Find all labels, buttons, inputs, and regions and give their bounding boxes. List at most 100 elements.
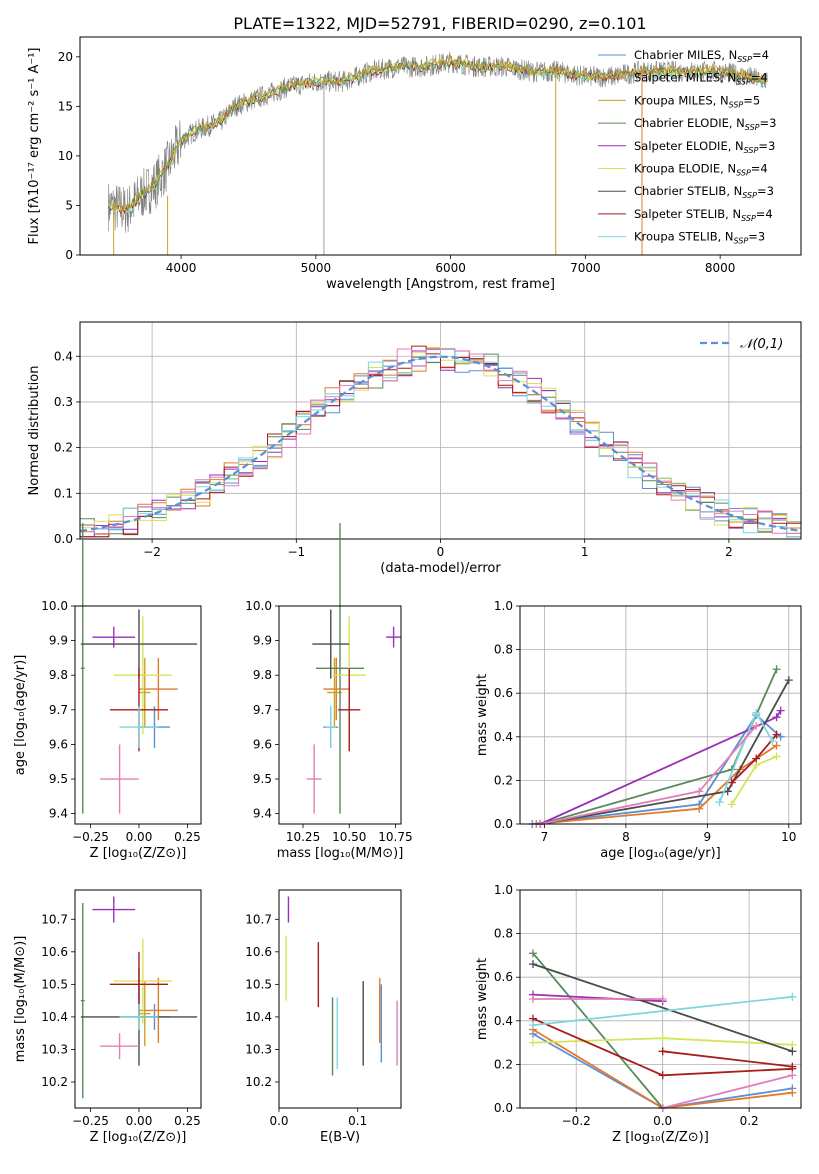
mass-vs-extinction-chart: 0.0 0.1 10.2 10.3 10.4 10.5 10.6 10.7 E(B-V) (245, 889, 402, 1145)
x-tick-label: 2 (725, 545, 733, 559)
data-point-marker (768, 737, 777, 746)
y-tick-label: 10.5 (41, 977, 68, 991)
y-tick-label: 9.5 (49, 772, 68, 786)
y-tick-label: 20 (58, 50, 73, 64)
mass-weight-vs-age-chart: 7 8 9 10 0.0 0.2 0.4 0.6 0.8 1.0 age [log₁₀(age/yr… (475, 599, 802, 861)
legend-entry-sub: SSP (745, 123, 760, 132)
data-point-marker (788, 1071, 797, 1080)
y-tick-label: 9.6 (49, 737, 68, 751)
residual-histogram-chart: −2 −1 0 1 2 0.0 0.1 0.2 0.3 0.4 (data-model)/error… (27, 321, 802, 576)
y-axis-label: age [log₁₀(age/yr)] (13, 655, 28, 776)
legend-entry: Kroupa STELIB, NSSP=3 (634, 230, 765, 246)
legend-entry-label: Salpeter STELIB, N (634, 207, 741, 221)
legend-entry-count: =3 (760, 116, 777, 130)
series-line (532, 995, 793, 1027)
mass-weight-vs-metallicity-chart: −0.2 0.0 0.2 0.0 0.2 0.4 0.6 0.8 1.0 Z [log₁₀(Z/Z… (475, 883, 802, 1145)
y-tick-label: 10.5 (245, 977, 272, 991)
x-tick-label: 8000 (705, 261, 736, 275)
y-tick-label: 0.0 (494, 1101, 513, 1115)
x-tick-label: 0.25 (174, 830, 201, 844)
y-tick-label: 0.2 (494, 1057, 513, 1071)
series-line (532, 993, 663, 1003)
model-spectrum-line (108, 57, 767, 214)
series-line (532, 963, 793, 1053)
mass-vs-metallicity-chart: −0.25 0.00 0.25 10.2 10.3 10.4 10.5 10.6 10.7 Z [… (13, 889, 202, 1145)
x-tick-label: −2 (143, 545, 161, 559)
x-tick-label: 7000 (570, 261, 601, 275)
y-axis-label: Normed distribution (27, 366, 42, 496)
y-tick-label: 10 (58, 149, 73, 163)
y-tick-label: 9.9 (253, 634, 272, 648)
y-tick-label: 0.6 (494, 970, 513, 984)
y-tick-label: 10.4 (41, 1010, 68, 1024)
data-point-marker (788, 1062, 797, 1071)
legend-entry: Chabrier ELODIE, NSSP=3 (634, 116, 776, 132)
normal-curve-line (79, 355, 802, 533)
x-axis-label: Z [log₁₀(Z/Z⊙)] (612, 1130, 709, 1145)
series-line (536, 744, 778, 825)
y-tick-label: 15 (58, 99, 73, 113)
y-tick-label: 10.3 (41, 1042, 68, 1056)
x-tick-label: 0.25 (174, 1114, 201, 1128)
x-tick-label: 5000 (301, 261, 332, 275)
data-point-marker (658, 995, 667, 1003)
y-tick-label: 10.7 (41, 912, 68, 926)
y-tick-label: 9.8 (253, 668, 272, 682)
y-axis-label: Flux [fλ10⁻¹⁷ erg cm⁻² s⁻¹ A⁻¹] (27, 48, 42, 245)
histogram-step-line (80, 347, 801, 538)
legend-entry-count: =4 (751, 162, 768, 176)
series-line (532, 952, 664, 1109)
plot-frame (79, 321, 802, 540)
legend-entry-label: Chabrier STELIB, N (634, 184, 742, 198)
plot-frame (74, 889, 202, 1109)
data-point-marker (776, 732, 785, 741)
y-tick-label: 0.8 (494, 643, 513, 657)
legend-entry: Chabrier STELIB, NSSP=3 (634, 184, 774, 200)
x-tick-label: −1 (287, 545, 305, 559)
y-tick-label: 10.2 (41, 1075, 68, 1089)
y-tick-label: 0.4 (54, 349, 73, 363)
model-spectrum-line (108, 58, 767, 215)
y-tick-label: 10.3 (245, 1042, 272, 1056)
plot-frame (74, 605, 202, 825)
legend-entry: Salpeter STELIB, NSSP=4 (634, 207, 773, 223)
legend-entry-label: Kroupa STELIB, N (634, 230, 734, 244)
y-tick-label: 9.4 (253, 807, 272, 821)
plot-frame (519, 605, 802, 825)
y-tick-label: 0.2 (54, 441, 73, 455)
data-point-marker (788, 1047, 797, 1056)
x-axis-label: mass [log₁₀(M/M⊙)] (277, 846, 404, 861)
legend-entry-label: Kroupa ELODIE, N (634, 162, 736, 176)
x-tick-label: −0.25 (72, 1114, 109, 1128)
data-point-marker (715, 798, 724, 807)
data-point-marker (727, 800, 736, 809)
legend-entry-count: =3 (757, 184, 774, 198)
y-tick-label: 0.0 (494, 817, 513, 831)
legend-entry-sub: SSP (742, 191, 757, 200)
legend-entry-label: Chabrier MILES, N (634, 48, 737, 62)
x-tick-label: 4000 (166, 261, 197, 275)
data-point-marker (658, 1034, 667, 1043)
data-point-marker (772, 741, 781, 750)
data-point-marker (727, 778, 736, 787)
x-axis-label: age [log₁₀(age/yr)] (600, 846, 721, 861)
x-tick-label: −0.2 (562, 1114, 591, 1128)
x-tick-label: 0.0 (653, 1114, 672, 1128)
legend-entry-sub: SSP (736, 169, 751, 178)
legend-entry: 𝒩(0,1) (740, 337, 783, 352)
x-tick-label: 10.25 (286, 830, 320, 844)
legend-entry-count: =4 (756, 207, 773, 221)
y-tick-label: 10.4 (245, 1010, 272, 1024)
x-tick-label: 7 (541, 830, 549, 844)
legend-entry-sub: SSP (737, 55, 752, 64)
data-point-marker (788, 1088, 797, 1097)
x-tick-label: 10.75 (378, 830, 412, 844)
data-point-marker (788, 992, 797, 1001)
data-point-marker (772, 752, 781, 761)
x-tick-label: 8 (622, 830, 630, 844)
y-tick-label: 1.0 (494, 599, 513, 613)
y-tick-label: 0.4 (494, 1014, 513, 1028)
x-tick-label: −0.25 (72, 830, 109, 844)
data-point-marker (528, 1021, 537, 1030)
y-tick-label: 0.3 (54, 395, 73, 409)
